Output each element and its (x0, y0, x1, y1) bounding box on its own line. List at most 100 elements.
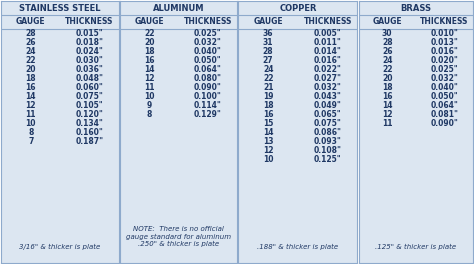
Text: 22: 22 (263, 74, 273, 83)
Text: 0.100": 0.100" (194, 92, 222, 101)
Text: 0.010": 0.010" (430, 29, 458, 37)
Text: 0.013": 0.013" (430, 37, 458, 46)
Text: GAUGE: GAUGE (135, 17, 164, 26)
Text: 10: 10 (144, 92, 155, 101)
Text: 12: 12 (144, 74, 155, 83)
Text: 0.027": 0.027" (314, 74, 342, 83)
Text: 28: 28 (382, 37, 392, 46)
Text: 8: 8 (28, 128, 33, 137)
Text: 0.120": 0.120" (75, 110, 103, 119)
Text: 7: 7 (28, 137, 33, 146)
Text: 0.114": 0.114" (194, 101, 222, 110)
Text: 0.065": 0.065" (314, 110, 342, 119)
Text: 0.014": 0.014" (314, 46, 342, 55)
Text: 0.032": 0.032" (430, 74, 458, 83)
Text: 0.050": 0.050" (430, 92, 458, 101)
Text: 0.048": 0.048" (75, 74, 103, 83)
Text: 22: 22 (382, 65, 392, 74)
Text: 0.011": 0.011" (314, 37, 342, 46)
Text: 0.022": 0.022" (314, 65, 342, 74)
Text: 14: 14 (263, 128, 273, 137)
Text: 0.090": 0.090" (430, 119, 458, 128)
Text: STAINLESS STEEL: STAINLESS STEEL (19, 4, 100, 13)
Text: 0.043": 0.043" (314, 92, 342, 101)
Text: 11: 11 (26, 110, 36, 119)
Text: 0.075": 0.075" (75, 92, 103, 101)
Text: BRASS: BRASS (400, 4, 431, 13)
Text: 0.016": 0.016" (430, 46, 458, 55)
Text: THICKNESS: THICKNESS (303, 17, 352, 26)
Text: 0.049": 0.049" (314, 101, 342, 110)
Text: 36: 36 (263, 29, 273, 37)
Text: 16: 16 (263, 110, 273, 119)
Text: 18: 18 (26, 74, 36, 83)
Text: 26: 26 (382, 46, 392, 55)
Text: 21: 21 (263, 83, 273, 92)
Text: 18: 18 (144, 46, 155, 55)
Text: 16: 16 (144, 55, 155, 65)
Text: 0.125": 0.125" (314, 155, 342, 164)
Text: 20: 20 (382, 74, 392, 83)
Text: .125" & thicker is plate: .125" & thicker is plate (375, 244, 456, 250)
Text: 0.018": 0.018" (75, 37, 103, 46)
Text: 12: 12 (26, 101, 36, 110)
Text: 0.016": 0.016" (314, 55, 342, 65)
Text: 30: 30 (382, 29, 392, 37)
Text: 0.134": 0.134" (75, 119, 103, 128)
Text: 12: 12 (263, 146, 273, 155)
Text: 16: 16 (26, 83, 36, 92)
Text: 0.081": 0.081" (430, 110, 458, 119)
Text: 24: 24 (382, 55, 392, 65)
Text: 0.064": 0.064" (194, 65, 222, 74)
Text: 0.015": 0.015" (75, 29, 103, 37)
Text: 9: 9 (146, 101, 152, 110)
Text: 0.086": 0.086" (314, 128, 342, 137)
Text: 0.105": 0.105" (75, 101, 103, 110)
Text: 0.032": 0.032" (194, 37, 222, 46)
Text: .188" & thicker is plate: .188" & thicker is plate (257, 244, 338, 250)
Text: 0.024": 0.024" (75, 46, 103, 55)
Text: 18: 18 (263, 101, 273, 110)
Text: 0.075": 0.075" (314, 119, 342, 128)
Text: 0.032": 0.032" (314, 83, 342, 92)
Text: 0.040": 0.040" (194, 46, 222, 55)
Text: ALUMINUM: ALUMINUM (153, 4, 204, 13)
Text: 0.005": 0.005" (314, 29, 342, 37)
Text: 0.064": 0.064" (430, 101, 458, 110)
Text: THICKNESS: THICKNESS (420, 17, 468, 26)
Text: 10: 10 (263, 155, 273, 164)
Text: 0.036": 0.036" (75, 65, 103, 74)
Text: 0.090": 0.090" (194, 83, 222, 92)
Text: 10: 10 (26, 119, 36, 128)
Text: COPPER: COPPER (279, 4, 317, 13)
Text: 24: 24 (263, 65, 273, 74)
Text: 0.025": 0.025" (194, 29, 222, 37)
Text: 0.030": 0.030" (75, 55, 103, 65)
Text: 0.187": 0.187" (75, 137, 103, 146)
Text: NOTE:  There is no official
gauge standard for aluminum
.250" & thicker is plate: NOTE: There is no official gauge standar… (126, 227, 231, 247)
Text: 14: 14 (26, 92, 36, 101)
Text: 12: 12 (382, 110, 392, 119)
Text: 11: 11 (144, 83, 155, 92)
Text: 14: 14 (144, 65, 155, 74)
Text: 18: 18 (382, 83, 392, 92)
Text: 0.093": 0.093" (314, 137, 342, 146)
Text: 31: 31 (263, 37, 273, 46)
Text: 22: 22 (144, 29, 155, 37)
Text: GAUGE: GAUGE (253, 17, 283, 26)
Text: 28: 28 (263, 46, 273, 55)
Text: 26: 26 (26, 37, 36, 46)
Text: GAUGE: GAUGE (373, 17, 402, 26)
Text: 28: 28 (26, 29, 36, 37)
Text: 27: 27 (263, 55, 273, 65)
Text: 0.040": 0.040" (430, 83, 458, 92)
Text: 0.025": 0.025" (430, 65, 458, 74)
Text: 0.129": 0.129" (194, 110, 222, 119)
Text: 0.108": 0.108" (314, 146, 342, 155)
Text: 0.020": 0.020" (430, 55, 458, 65)
Text: 19: 19 (263, 92, 273, 101)
Text: 0.050": 0.050" (194, 55, 222, 65)
Text: 20: 20 (144, 37, 155, 46)
Text: 8: 8 (146, 110, 152, 119)
Text: THICKNESS: THICKNESS (65, 17, 113, 26)
